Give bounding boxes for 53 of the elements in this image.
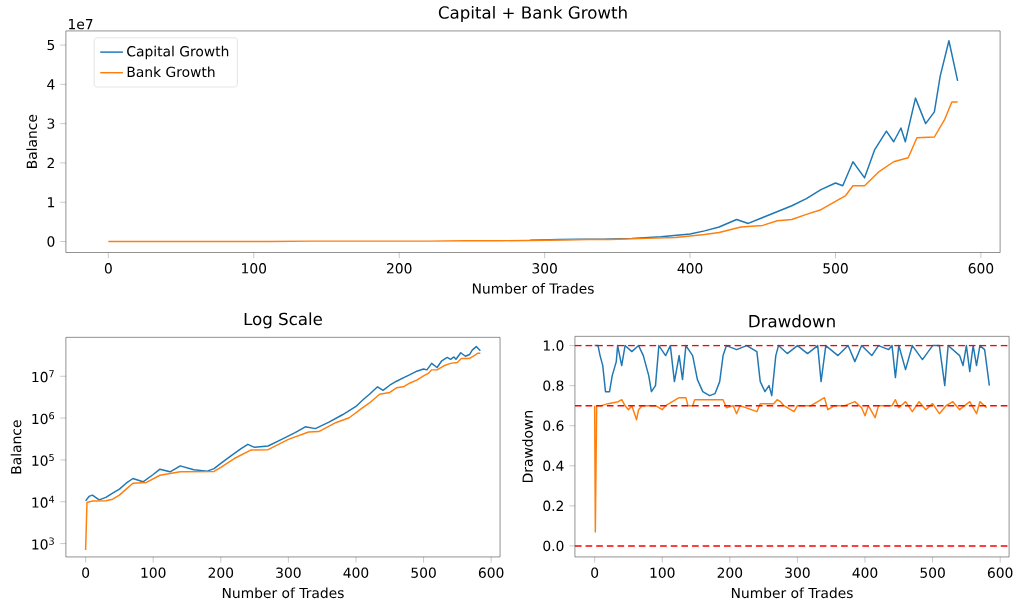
text: 1e7 — [69, 19, 93, 30]
x-tick-label: 0 — [104, 263, 112, 274]
y-tick-label: 5 — [47, 40, 55, 51]
x-tick-label: 600 — [987, 567, 1013, 579]
x-tick-label: 500 — [920, 567, 945, 579]
x-tick-label: 300 — [276, 567, 301, 579]
x-tick-label: 200 — [208, 567, 234, 579]
y-tick-label: 0.6 — [543, 420, 564, 432]
chart-title: Log Scale — [244, 312, 322, 329]
y-tick-label: 0.4 — [543, 460, 564, 472]
x-axis-title: Number of Trades — [472, 283, 594, 294]
y-axis-title: Balance — [26, 114, 38, 169]
chart-title: Drawdown — [749, 314, 835, 328]
y-tick-label: 2 — [47, 157, 54, 169]
x-tick-label: 100 — [650, 567, 675, 579]
x-tick-label: 100 — [141, 567, 166, 579]
y-axis-title: Drawdown — [522, 411, 533, 483]
chart-title: Capital + Bank Growth — [438, 6, 627, 23]
y-tick-label: 10$^{6}$ — [32, 412, 55, 425]
x-tick-label: 300 — [532, 263, 557, 274]
x-tick-label: 0 — [82, 567, 90, 579]
x-axis-title: Number of Trades — [731, 587, 853, 599]
y-tick-label: 10$^{7}$ — [32, 370, 54, 383]
x-tick-label: 600 — [968, 263, 994, 274]
y-tick-label: 0.8 — [543, 380, 564, 391]
legend-label: Capital Growth — [127, 45, 229, 60]
x-tick-label: 300 — [785, 567, 810, 579]
x-tick-label: 400 — [343, 567, 369, 579]
x-tick-label: 200 — [717, 567, 743, 579]
x-tick-label: 500 — [411, 567, 436, 579]
y-tick-label: 1 — [48, 197, 55, 208]
y-tick-label: 0.2 — [543, 500, 563, 512]
y-tick-label: 10$^{3}$ — [32, 537, 54, 550]
y-tick-label: 0.0 — [543, 540, 564, 552]
line-series — [84, 345, 482, 502]
line-series — [84, 352, 482, 551]
x-tick-label: 0 — [591, 567, 599, 579]
x-tick-label: 100 — [242, 263, 267, 274]
x-tick-label: 600 — [478, 567, 504, 579]
legend-label: Bank Growth — [127, 66, 215, 78]
y-axis-title: Balance — [10, 420, 22, 474]
y-tick-label: 10$^{5}$ — [32, 453, 54, 467]
x-tick-label: 200 — [387, 263, 412, 274]
y-tick-label: 4 — [47, 79, 55, 90]
y-tick-label: 1.0 — [543, 340, 564, 351]
y-tick-label: 10$^{4}$ — [32, 495, 55, 508]
line-series — [593, 344, 991, 397]
y-tick-label: 0 — [47, 236, 55, 247]
x-axis-title: Number of Trades — [222, 587, 344, 599]
x-tick-label: 400 — [677, 263, 703, 274]
x-tick-label: 500 — [823, 263, 848, 274]
x-tick-label: 400 — [852, 567, 878, 579]
y-tick-label: 3 — [47, 118, 55, 129]
